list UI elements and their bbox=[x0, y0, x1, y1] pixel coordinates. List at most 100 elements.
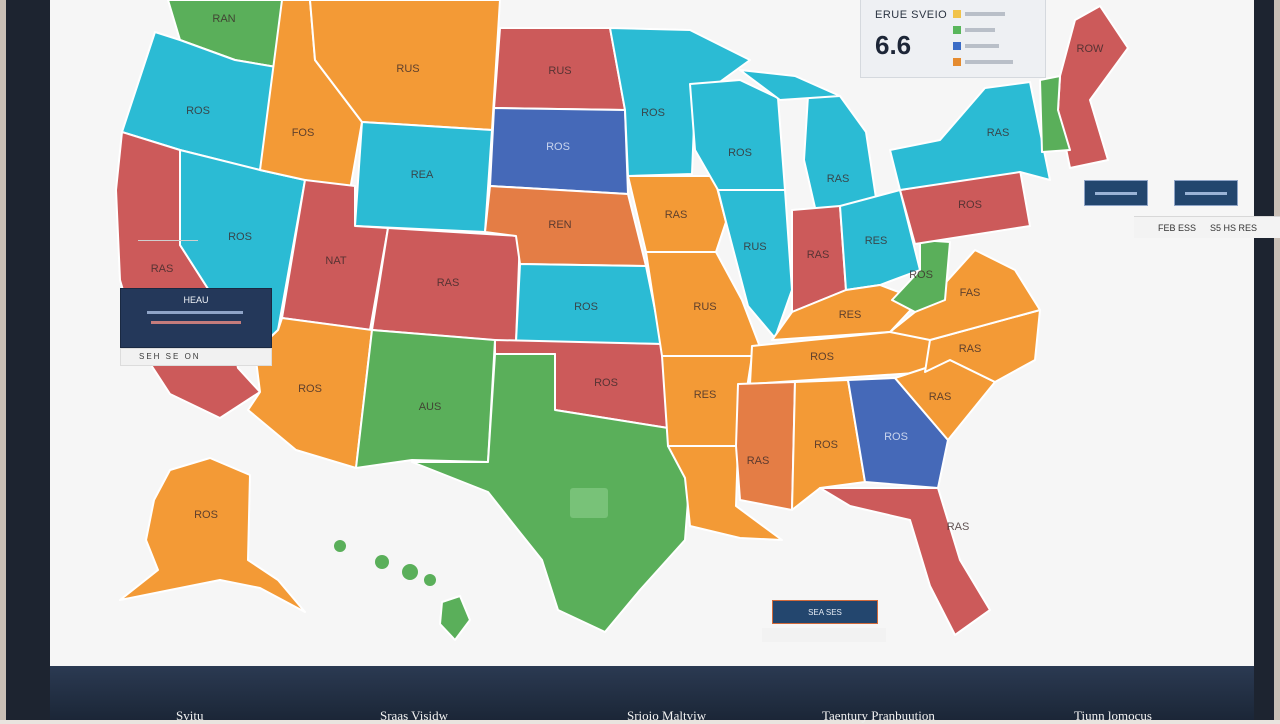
label-west-virginia: ROS bbox=[909, 269, 933, 281]
bottom-nav: Svitu Sraas Visidw Srioio Maltviw Taentu… bbox=[50, 666, 1254, 723]
map-legend-title: SEA SES bbox=[808, 608, 842, 617]
region-info-title: HEAU bbox=[183, 295, 209, 305]
label-indiana: RAS bbox=[807, 249, 830, 261]
label-pennsylvania: ROS bbox=[958, 199, 982, 211]
label-colorado: RAS bbox=[437, 277, 460, 289]
label-virginia: FAS bbox=[960, 287, 981, 299]
stat-card-value: 6.6 bbox=[875, 30, 912, 60]
label-michigan: RAS bbox=[827, 173, 850, 185]
tab-5[interactable]: Tiunn lomocus bbox=[1074, 708, 1152, 723]
map-legend[interactable]: SEA SES bbox=[772, 600, 878, 624]
label-south-dakota: ROS bbox=[546, 141, 570, 153]
label-wyoming: REA bbox=[411, 169, 434, 181]
state-west-virginia[interactable] bbox=[891, 239, 951, 313]
state-new-york[interactable] bbox=[889, 81, 1051, 191]
label-california: RAS bbox=[151, 263, 174, 275]
filter-value-2: S5 HS RES bbox=[1210, 223, 1258, 233]
tab-2[interactable]: Sraas Visidw bbox=[380, 708, 448, 723]
label-oregon: ROS bbox=[186, 105, 210, 117]
region-info-bar bbox=[147, 311, 243, 314]
label-alaska: ROS bbox=[194, 509, 218, 521]
state-mississippi[interactable] bbox=[735, 381, 796, 511]
state-vermont-nh[interactable] bbox=[1039, 75, 1071, 153]
state-michigan[interactable] bbox=[803, 95, 877, 213]
filter-value-1: FEB ESS bbox=[1158, 223, 1197, 233]
state-hawaii[interactable] bbox=[439, 595, 471, 641]
state-michigan-up[interactable] bbox=[739, 69, 841, 101]
filter-button-2[interactable] bbox=[1174, 180, 1238, 206]
label-kentucky: RES bbox=[839, 309, 862, 321]
us-map: RAN ROS RAS FOS ROS RUS REA NAT RAS ROS … bbox=[115, 0, 1129, 641]
label-north-dakota: RUS bbox=[548, 65, 571, 77]
texas-badge bbox=[570, 488, 608, 518]
button-label-bar bbox=[1095, 192, 1137, 195]
label-missouri: RUS bbox=[693, 301, 716, 313]
monitor-frame-left bbox=[0, 0, 50, 720]
state-ohio[interactable] bbox=[839, 189, 921, 291]
tab-1[interactable]: Svitu bbox=[176, 708, 204, 723]
label-florida: RAS bbox=[947, 521, 970, 533]
label-arkansas: RES bbox=[694, 389, 717, 401]
tab-3[interactable]: Srioio Maltviw bbox=[627, 708, 707, 723]
button-label-bar bbox=[1185, 192, 1227, 195]
label-alabama: ROS bbox=[814, 439, 838, 451]
state-missouri[interactable] bbox=[645, 251, 766, 361]
state-alabama[interactable] bbox=[791, 379, 866, 511]
state-wisconsin[interactable] bbox=[689, 79, 786, 191]
label-new-york: RAS bbox=[987, 127, 1010, 139]
region-info-bar bbox=[151, 321, 241, 324]
label-tennessee: ROS bbox=[810, 351, 834, 363]
label-nebraska: REN bbox=[548, 219, 571, 231]
label-nevada: ROS bbox=[228, 231, 252, 243]
legend-bar bbox=[965, 28, 995, 32]
label-north-carolina: RAS bbox=[959, 343, 982, 355]
state-georgia[interactable] bbox=[847, 377, 949, 489]
stat-card-label: ERUE SVEIO bbox=[875, 9, 948, 21]
label-mississippi: RAS bbox=[747, 455, 770, 467]
label-ohio: RES bbox=[865, 235, 888, 247]
legend-swatch bbox=[953, 58, 961, 66]
tab-4[interactable]: Taentury Pranbuution bbox=[822, 708, 935, 723]
state-florida[interactable] bbox=[819, 487, 991, 636]
legend-swatch bbox=[953, 42, 961, 50]
label-wisconsin: ROS bbox=[728, 147, 752, 159]
legend-swatch bbox=[953, 26, 961, 34]
label-new-mexico: AUS bbox=[419, 401, 442, 413]
stat-card: ERUE SVEIO 6.6 bbox=[860, 0, 1046, 78]
label-utah: NAT bbox=[325, 255, 346, 267]
label-arizona: ROS bbox=[298, 383, 322, 395]
label-georgia: ROS bbox=[884, 431, 908, 443]
hawaii-island-1 bbox=[334, 540, 346, 552]
hawaii-island-3 bbox=[402, 564, 418, 580]
filter-button-1[interactable] bbox=[1084, 180, 1148, 206]
region-info-footer: SEH SE ON bbox=[120, 348, 272, 366]
legend-swatch bbox=[953, 10, 961, 18]
hawaii-island-4 bbox=[424, 574, 436, 586]
monitor-frame-right bbox=[1254, 0, 1280, 720]
label-kansas: ROS bbox=[574, 301, 598, 313]
hawaii-island-2 bbox=[375, 555, 389, 569]
label-minnesota: ROS bbox=[641, 107, 665, 119]
label-oklahoma: ROS bbox=[594, 377, 618, 389]
state-new-mexico[interactable] bbox=[355, 329, 496, 469]
stat-card-legend bbox=[953, 6, 1039, 68]
label-new-england: ROW bbox=[1077, 43, 1105, 55]
label-washington: RAN bbox=[212, 13, 235, 25]
legend-bar bbox=[965, 12, 1005, 16]
region-info-panel[interactable]: HEAU bbox=[120, 288, 272, 348]
connector-line bbox=[138, 240, 198, 241]
region-info-footer-text: SEH SE ON bbox=[139, 352, 201, 361]
label-iowa: RAS bbox=[665, 209, 688, 221]
label-south-carolina: RAS bbox=[929, 391, 952, 403]
label-idaho: FOS bbox=[292, 127, 315, 139]
map-screen: RAN ROS RAS FOS ROS RUS REA NAT RAS ROS … bbox=[50, 0, 1280, 666]
filter-values: FEB ESS S5 HS RES bbox=[1134, 216, 1280, 238]
state-iowa[interactable] bbox=[627, 175, 727, 253]
legend-bar bbox=[965, 44, 999, 48]
label-montana: RUS bbox=[396, 63, 419, 75]
legend-bar bbox=[965, 60, 1013, 64]
state-texas[interactable] bbox=[411, 353, 691, 633]
label-illinois: RUS bbox=[743, 241, 766, 253]
map-legend-scale bbox=[762, 628, 886, 642]
state-alaska[interactable] bbox=[119, 457, 306, 613]
